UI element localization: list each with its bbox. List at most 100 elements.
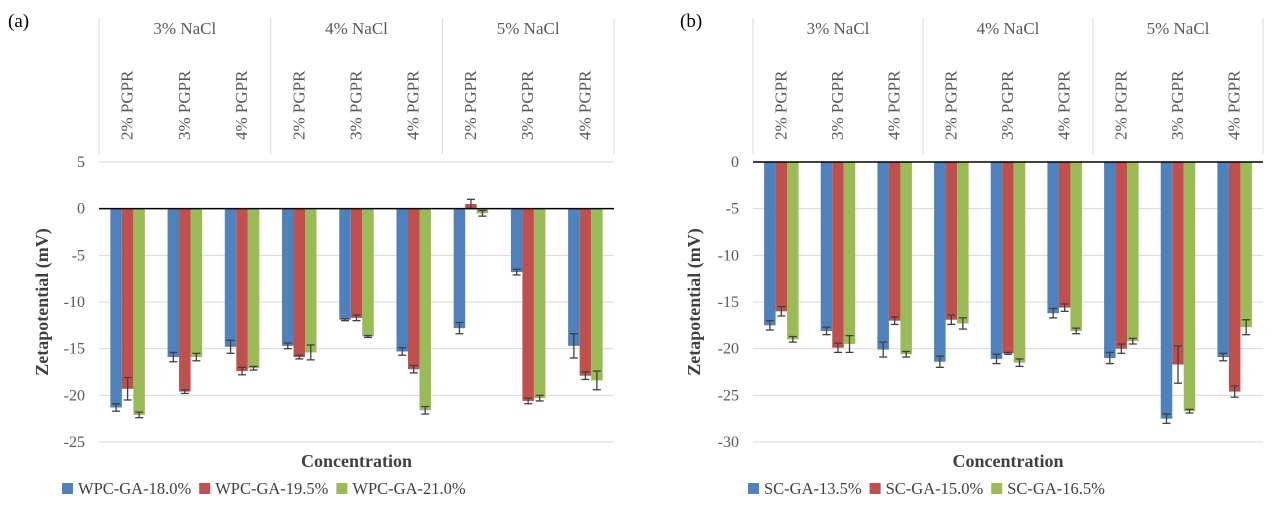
bar-WPC-GA-18.0% — [224, 208, 237, 347]
bar-WPC-GA-21.0% — [362, 208, 374, 337]
error-bar — [902, 350, 911, 358]
category-label: 4% PGPR — [1225, 70, 1244, 140]
bar-SC-GA-15.0% — [888, 162, 901, 321]
y-tick-label: 0 — [77, 201, 85, 218]
bar-SC-GA-16.5% — [843, 162, 856, 344]
error-bar — [581, 371, 590, 381]
error-bar — [398, 347, 407, 356]
bar-SC-GA-15.0% — [832, 162, 844, 348]
bar-SC-GA-13.5% — [990, 162, 1003, 359]
bar-WPC-GA-19.5% — [179, 208, 191, 392]
category-label: 3% PGPR — [518, 70, 537, 140]
error-bar — [249, 365, 258, 371]
category-label: 3% PGPR — [828, 70, 847, 140]
bar-WPC-GA-18.0% — [282, 208, 294, 346]
group-label: 4% NaCl — [325, 19, 388, 38]
bar-SC-GA-16.5% — [900, 162, 912, 355]
bar-SC-GA-15.0% — [1228, 162, 1241, 392]
y-tick-label: -10 — [64, 294, 85, 311]
x-axis-title: Concentration — [953, 451, 1064, 471]
legend-swatch — [199, 483, 211, 494]
error-bar — [455, 321, 464, 335]
error-bar — [192, 352, 201, 362]
bar-WPC-GA-19.5% — [121, 208, 134, 389]
error-bar — [421, 405, 430, 415]
category-label: 3% PGPR — [998, 70, 1017, 140]
category-label: 2% PGPR — [289, 70, 308, 140]
bar-SC-GA-13.5% — [764, 162, 776, 326]
bar-WPC-GA-19.5% — [407, 208, 420, 370]
error-bar — [834, 342, 842, 354]
error-bar — [123, 376, 132, 401]
bar-SC-GA-16.5% — [1070, 162, 1082, 331]
y-tick-label: -5 — [726, 201, 739, 218]
y-axis-title: Zetapotential (mV) — [684, 228, 705, 375]
category-label: 2% PGPR — [941, 70, 960, 140]
error-bar — [478, 209, 487, 217]
bar-SC-GA-15.0% — [1172, 162, 1184, 365]
y-tick-label: -20 — [718, 341, 739, 358]
category-label: 3% PGPR — [1168, 70, 1187, 140]
category-label: 4% PGPR — [404, 70, 423, 140]
y-axis-title: Zetapotential (mV) — [32, 228, 53, 375]
error-bar — [535, 394, 544, 402]
bar-SC-GA-13.5% — [877, 162, 889, 350]
error-bar — [1049, 307, 1058, 319]
bar-SC-GA-15.0% — [1115, 162, 1128, 349]
category-label: 4% PGPR — [575, 70, 594, 140]
bar-WPC-GA-18.0% — [167, 208, 180, 358]
category-label: 4% PGPR — [1055, 70, 1074, 140]
bar-SC-GA-16.5% — [787, 162, 799, 340]
error-bar — [1185, 408, 1194, 414]
category-label: 2% PGPR — [1111, 70, 1130, 140]
bar-WPC-GA-21.0% — [591, 208, 603, 381]
bar-WPC-GA-21.0% — [533, 208, 546, 399]
bar-SC-GA-16.5% — [1183, 162, 1196, 412]
error-bar — [1105, 351, 1114, 365]
error-bar — [1230, 385, 1239, 398]
group-label: 5% NaCl — [497, 19, 560, 38]
error-bar — [524, 397, 533, 405]
error-bar — [135, 411, 144, 419]
bar-WPC-GA-18.0% — [568, 208, 580, 346]
bar-WPC-GA-21.0% — [305, 208, 317, 353]
bar-WPC-GA-19.5% — [522, 208, 534, 401]
error-bar — [958, 317, 967, 330]
error-bar — [1015, 358, 1024, 368]
legend: WPC-GA-18.0% WPC-GA-19.5% WPC-GA-21.0% — [62, 479, 466, 498]
bar-SC-GA-16.5% — [1240, 162, 1252, 328]
legend-swatch — [62, 483, 73, 494]
bar-WPC-GA-19.5% — [579, 208, 592, 376]
error-bar — [845, 334, 854, 354]
error-bar — [1162, 413, 1171, 424]
error-bar — [765, 320, 774, 331]
error-bar — [992, 353, 1001, 365]
y-tick-label: -15 — [64, 341, 85, 358]
legend-entry: SC-GA-13.5% — [764, 479, 862, 498]
bar-WPC-GA-21.0% — [133, 208, 145, 415]
bar-SC-GA-16.5% — [957, 162, 969, 324]
error-bar — [592, 370, 601, 391]
y-tick-label: -25 — [718, 387, 739, 404]
chart-b: 0 -5 -10 -15 -20 -25 -30 3% NaCl 4% NaCl 5% NaCl 2… — [680, 11, 1264, 498]
error-bar — [283, 342, 292, 350]
bar-SC-GA-15.0% — [945, 162, 958, 320]
category-label: 4% PGPR — [885, 70, 904, 140]
legend-entry: SC-GA-15.0% — [886, 479, 984, 498]
error-bar — [295, 354, 304, 360]
bar-SC-GA-15.0% — [1058, 162, 1071, 308]
error-bar — [1128, 337, 1137, 345]
bar-SC-GA-16.5% — [1127, 162, 1139, 342]
bar-SC-GA-16.5% — [1013, 162, 1026, 363]
category-label: 2% PGPR — [461, 70, 480, 140]
group-label: 4% NaCl — [977, 19, 1040, 38]
legend-swatch — [748, 483, 759, 494]
bar-WPC-GA-19.5% — [236, 208, 248, 372]
bar-WPC-GA-21.0% — [190, 208, 203, 358]
category-label: 4% PGPR — [232, 70, 251, 140]
error-bar — [226, 339, 235, 354]
error-bar — [238, 366, 247, 376]
y-tick-label: 0 — [731, 154, 739, 171]
legend-swatch — [991, 483, 1003, 494]
